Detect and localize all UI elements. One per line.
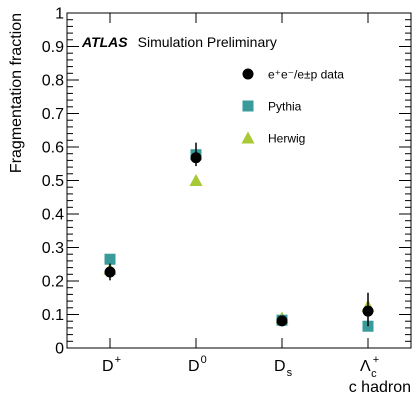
legend-marker <box>243 101 254 112</box>
data-point <box>277 315 288 326</box>
herwig-point <box>190 174 203 186</box>
y-tick-label: 0.2 <box>42 274 64 291</box>
y-tick-label: 0.9 <box>42 39 64 56</box>
legend-marker <box>242 132 255 144</box>
atlas-label: ATLAS <box>81 34 128 50</box>
y-tick-label: 0.8 <box>42 73 64 90</box>
category-base: Λ <box>360 358 371 375</box>
pythia-point <box>105 254 116 265</box>
category-sub: s <box>287 367 293 379</box>
x-axis-ticks <box>110 13 368 348</box>
y-tick-label: 0.4 <box>42 207 64 224</box>
category-label: Ds <box>274 358 293 379</box>
category-base: D <box>274 358 286 375</box>
category-base: D <box>102 358 114 375</box>
legend-marker <box>243 69 254 80</box>
data-marks <box>104 143 375 332</box>
legend-entry-label: Herwig <box>268 132 305 146</box>
simulation-preliminary-label: Simulation Preliminary <box>138 34 277 50</box>
atlas-annotation: ATLAS Simulation Preliminary <box>81 34 277 51</box>
y-tick-label: 0 <box>55 341 64 358</box>
data-point <box>191 152 202 163</box>
y-tick-label: 0.3 <box>42 240 64 257</box>
category-sup: + <box>373 354 379 366</box>
category-sup: 0 <box>201 354 207 366</box>
category-label: Λ + c <box>360 354 379 380</box>
category-labels: D+ D0 Ds Λ + c <box>102 354 379 380</box>
y-tick-label: 0.1 <box>42 307 64 324</box>
y-axis-ticks: 0 0.1 0.2 0.3 0.4 0.5 0.6 0.7 0.8 0.9 1 <box>42 6 411 358</box>
plot-frame <box>67 13 411 348</box>
data-point <box>105 266 116 277</box>
category-sub: c <box>371 368 377 380</box>
y-tick-label: 0.7 <box>42 106 64 123</box>
legend: e⁺e⁻/e±p data Pythia Herwig <box>242 68 345 146</box>
category-label: D0 <box>188 354 207 375</box>
category-base: D <box>188 358 200 375</box>
y-axis-label: Fragmentation fraction <box>8 13 25 173</box>
legend-entry-label: Pythia <box>268 100 302 114</box>
x-axis-label: c hadron <box>349 379 411 396</box>
y-tick-label: 0.5 <box>42 173 64 190</box>
legend-entry-label: e⁺e⁻/e±p data <box>268 68 344 82</box>
y-tick-label: 0.6 <box>42 140 64 157</box>
data-point <box>363 306 374 317</box>
category-label: D+ <box>102 354 121 375</box>
category-sup: + <box>115 354 121 366</box>
y-tick-label: 1 <box>55 6 64 23</box>
